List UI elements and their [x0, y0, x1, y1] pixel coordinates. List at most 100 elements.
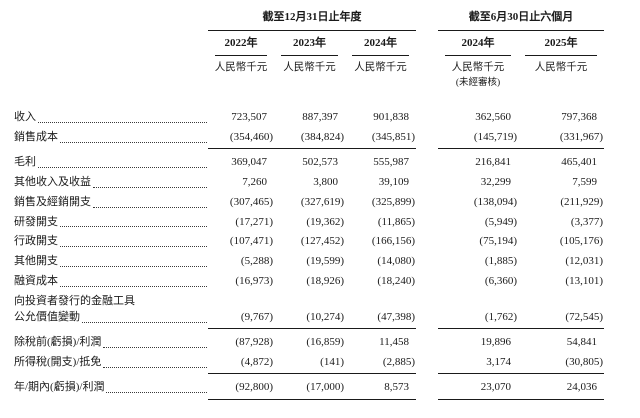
value-cell: (13,101)	[565, 275, 603, 288]
empty-cell	[208, 77, 274, 92]
year-label: 2024年	[445, 36, 511, 56]
value-cell: (166,156)	[371, 235, 415, 248]
dot-leader	[38, 155, 207, 168]
value-cell: (327,619)	[300, 195, 344, 208]
group-header-row: 截至12月31日止年度 截至6月30日止六個月	[14, 8, 604, 31]
value-cell: (107,471)	[229, 235, 273, 248]
row-label: 融資成本	[14, 272, 208, 292]
value-cell: 32,299	[480, 175, 511, 188]
row-label: 收入	[14, 92, 208, 128]
value-cell: (2,885)	[382, 355, 415, 368]
column-gap	[416, 56, 438, 77]
value-cell: 369,047	[208, 147, 274, 173]
value-cell: 555,987	[345, 147, 416, 173]
dot-leader	[60, 215, 207, 228]
value-cell: (16,859)	[274, 327, 345, 353]
year-label: 2025年	[525, 36, 597, 56]
value-cell: 24,036	[518, 372, 604, 401]
year-header-2024-interim: 2024年	[438, 30, 518, 56]
table-header: 截至12月31日止年度 截至6月30日止六個月 2022年 2023年 2024…	[14, 8, 604, 92]
value-cell: (30,805)	[565, 355, 603, 368]
value-cell: (14,080)	[377, 255, 415, 268]
value-cell: 7,599	[572, 175, 597, 188]
column-gap	[416, 193, 438, 213]
value-cell: (211,929)	[560, 195, 603, 208]
column-gap	[416, 328, 438, 352]
column-gap	[416, 30, 438, 55]
dot-leader	[103, 335, 207, 348]
column-gap	[416, 292, 438, 328]
value-cell: (4,872)	[240, 355, 273, 368]
table-row: 融資成本 (16,973) (18,926) (18,240) (6,360) (13,1…	[14, 272, 604, 292]
row-label: 向投資者發行的金融工具 公允價值變動	[14, 292, 208, 328]
empty-cell	[274, 77, 345, 92]
row-label-text: 毛利	[14, 155, 36, 168]
dot-leader	[93, 195, 207, 208]
dot-leader	[103, 355, 207, 369]
value-cell: (92,800)	[208, 372, 274, 401]
value-cell: (1,885)	[484, 255, 517, 268]
value-cell: (331,967)	[559, 130, 603, 143]
value-cell: (145,719)	[473, 130, 517, 143]
column-gap	[416, 92, 438, 128]
value-cell: (17,000)	[274, 372, 345, 401]
value-cell: 502,573	[274, 147, 345, 173]
column-gap	[416, 173, 438, 193]
row-label-text: 其他收入及收益	[14, 175, 91, 188]
column-gap	[416, 77, 438, 92]
table-row: 銷售及經銷開支 (307,465) (327,619) (325,899) (138,0…	[14, 193, 604, 213]
column-gap	[416, 128, 438, 148]
year-label: 2022年	[215, 36, 267, 56]
row-label-text: 所得稅(開支)/抵免	[14, 356, 102, 369]
value-cell: 797,368	[561, 110, 597, 123]
row-label-text: 公允價值變動	[14, 311, 80, 324]
value-cell: (16,973)	[235, 275, 273, 288]
value-cell: (75,194)	[479, 235, 517, 248]
row-label: 其他收入及收益	[14, 173, 208, 193]
table-row: 其他開支 (5,288) (19,599) (14,080) (1,885) (12,03…	[14, 252, 604, 272]
value-cell: 19,896	[438, 327, 518, 353]
value-cell: (17,271)	[235, 215, 273, 228]
column-gap	[416, 252, 438, 272]
value-cell: (5,949)	[484, 215, 517, 228]
value-cell: (47,398)	[377, 310, 415, 323]
row-label: 行政開支	[14, 232, 208, 252]
value-cell: 23,070	[438, 372, 518, 401]
table-row: 行政開支 (107,471) (127,452) (166,156) (75,194) (…	[14, 232, 604, 252]
value-cell: 7,260	[242, 175, 267, 188]
row-label-text: 研發開支	[14, 215, 58, 228]
dot-leader	[106, 380, 207, 393]
empty-cell	[14, 8, 208, 30]
table-row: 毛利 369,047 502,573 555,987 216,841 465,401	[14, 147, 604, 173]
value-cell: 11,458	[345, 327, 416, 353]
value-cell: (12,031)	[565, 255, 603, 268]
unit-label: 人民幣千元	[451, 61, 505, 73]
value-cell: 39,109	[378, 175, 409, 188]
year-header-2022: 2022年	[208, 30, 274, 56]
row-label-text: 其他開支	[14, 255, 58, 268]
unit-label: 人民幣千元	[214, 61, 268, 73]
value-cell: (1,762)	[484, 310, 517, 323]
dot-leader	[38, 110, 207, 123]
value-cell: (307,465)	[229, 195, 273, 208]
value-cell: 465,401	[518, 147, 604, 173]
value-cell: (5,288)	[240, 255, 273, 268]
value-cell: (127,452)	[300, 235, 344, 248]
value-cell: 362,560	[475, 110, 511, 123]
row-label: 研發開支	[14, 213, 208, 233]
column-gap	[416, 272, 438, 292]
value-cell: (325,899)	[371, 195, 415, 208]
value-cell: (11,865)	[377, 215, 415, 228]
income-statement-table: 截至12月31日止年度 截至6月30日止六個月 2022年 2023年 2024…	[14, 8, 604, 401]
value-cell: (384,824)	[300, 130, 344, 143]
year-header-row: 2022年 2023年 2024年 2024年 2025年	[14, 30, 604, 56]
value-cell: 3,800	[313, 175, 338, 188]
value-cell: 3,174	[486, 355, 511, 368]
column-gap	[416, 213, 438, 233]
value-cell: (18,926)	[306, 275, 344, 288]
row-label: 所得稅(開支)/抵免	[14, 353, 208, 373]
year-header-2025-interim: 2025年	[518, 30, 604, 56]
row-label-text: 行政開支	[14, 235, 58, 248]
note-row: (未經審核)	[14, 77, 604, 92]
value-cell: (87,928)	[208, 327, 274, 353]
